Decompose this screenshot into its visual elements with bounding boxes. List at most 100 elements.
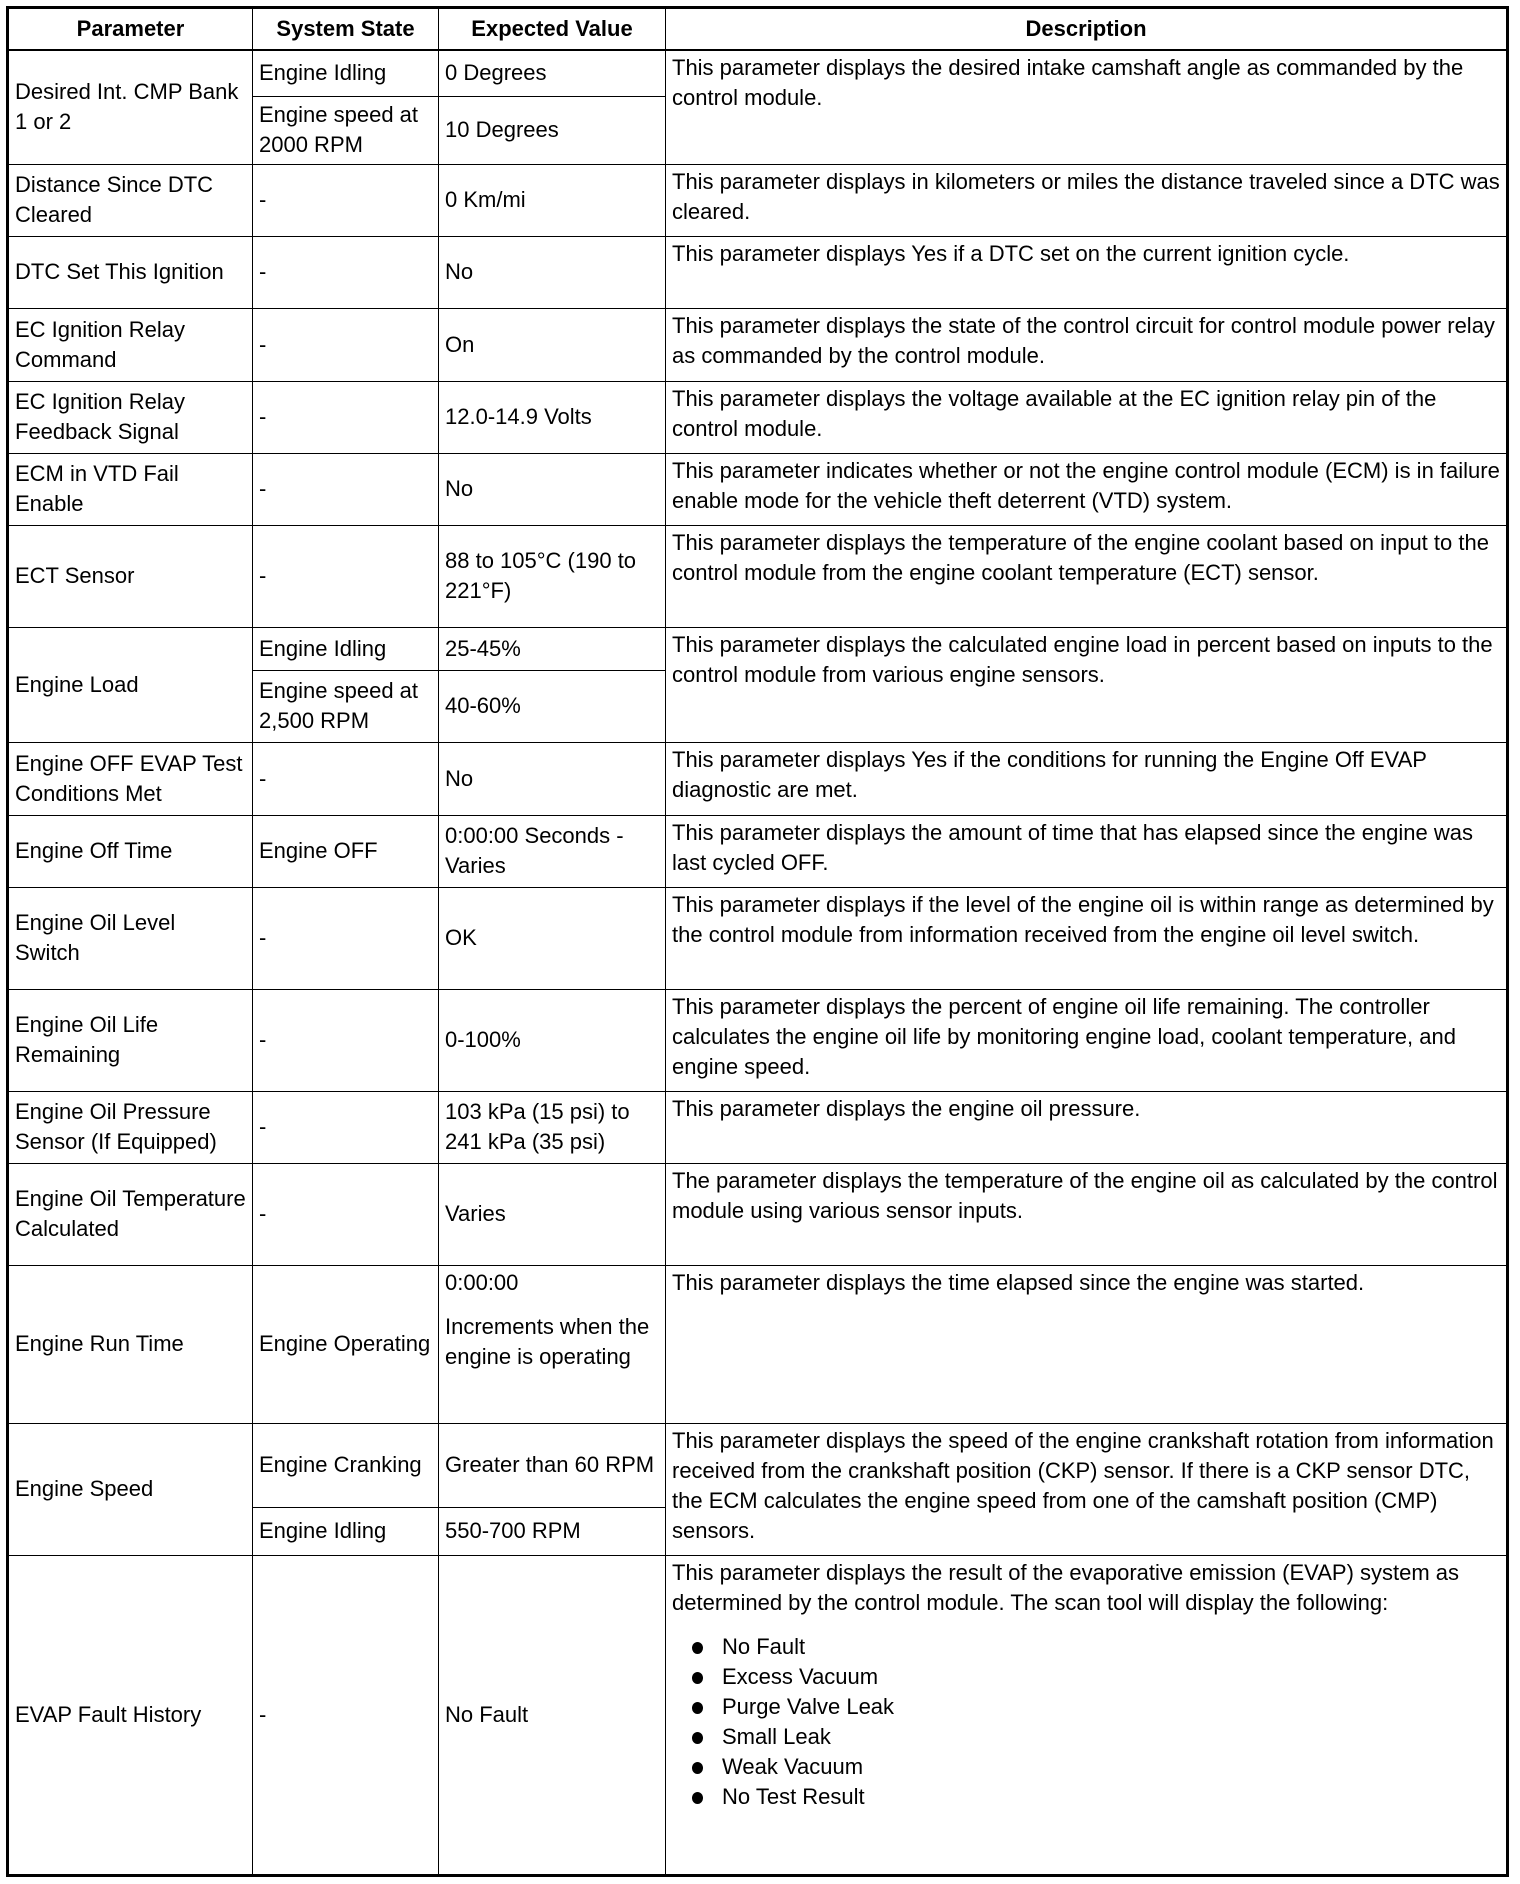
parameter-cell-text: Engine Oil Level Switch [15,910,176,965]
system-state-cell: - [252,1162,439,1266]
parameter-cell-text: Engine Speed [15,1476,154,1501]
parameter-cell-text: Engine Run Time [15,1331,184,1356]
system-state-cell-text: Engine Idling [259,60,387,86]
system-state-cell-text: - [259,259,267,284]
system-state-cell: Engine Idling [252,1506,439,1556]
description-cell-text: This parameter displays the percent of e… [672,993,1456,1079]
expected-value-cell-text: 0:00:00 Seconds - Varies [445,823,624,878]
expected-value-cell: 0 Degrees [438,49,666,97]
system-state-cell: - [252,307,439,382]
expected-value-cell-text: 103 kPa (15 psi) to 241 kPa (35 psi) [445,1099,630,1154]
table-row: Desired Int. CMP Bank 1 or 2 Engine Idlin… [7,49,1508,165]
expected-value-cell-text: 0-100% [445,1027,521,1052]
parameter-cell: Desired Int. CMP Bank 1 or 2 [7,49,253,165]
expected-value-cell-text: On [445,331,475,357]
description-cell-text: This parameter displays the engine oil p… [672,1095,1141,1121]
bullet-item: No Test Result [692,1782,1500,1812]
parameter-cell: Engine OFF EVAP Test Conditions Met [7,741,253,816]
parameter-cell-text: Engine Load [15,671,139,697]
table-row: Engine Oil Temperature Calculated - Varies… [7,1162,1508,1266]
expected-value-cell-text: No [445,476,474,501]
system-state-cell: - [252,886,439,990]
expected-value-cell-text: 88 to 105°C (190 to 221°F) [445,548,637,603]
expected-value-cell-text: OK [445,925,477,950]
description-cell: This parameter displays in kilometers or… [665,163,1508,237]
table-row: EVAP Fault History - No Fault This paramete… [7,1554,1508,1876]
parameter-cell-text: Distance Since DTC Cleared [15,172,214,227]
table-row: ECM in VTD Fail Enable - No This parameter … [7,452,1508,526]
description-cell: This parameter displays the state of the… [665,307,1508,382]
description-cell-text: This parameter displays the amount of ti… [672,819,1474,875]
expected-value-cell: No Fault [438,1554,666,1876]
table-row: ECT Sensor - 88 to 105°C (190 to 221°F) Thi… [7,524,1508,628]
system-state-cell-text: - [259,925,267,950]
expected-value-cell: No [438,741,666,816]
system-state-cell-text: Engine Idling [259,635,387,661]
expected-value-cell: No [438,452,666,526]
system-state-cell-text: - [259,563,267,588]
expected-value-cell-text: 12.0-14.9 Volts [445,404,592,429]
table-row: Distance Since DTC Cleared - 0 Km/mi This p… [7,163,1508,237]
expected-value-cell: 40-60% [438,669,666,743]
expected-value-cell: No [438,235,666,309]
expected-value-cell: 88 to 105°C (190 to 221°F) [438,524,666,628]
system-state-cell: - [252,163,439,237]
expected-value-note: Increments when the engine is operating [445,1313,650,1369]
description-cell: This parameter displays the desired inta… [665,49,1508,165]
description-cell-text: This parameter displays the speed of the… [672,1427,1494,1543]
expected-value-cell-text: No [445,765,474,791]
expected-value-cell-text: No [445,259,474,284]
parameter-cell: EC Ignition Relay Feedback Signal [7,380,253,454]
system-state-cell: - [252,741,439,816]
system-state-cell-text: Engine Cranking [259,1452,422,1477]
system-state-cell: - [252,988,439,1092]
expected-value-cell: Varies [438,1162,666,1266]
system-state-cell: Engine Idling [252,49,439,97]
system-state-cell: - [252,1554,439,1876]
parameter-cell: Engine Oil Life Remaining [7,988,253,1092]
description-cell: This parameter indicates whether or not … [665,452,1508,526]
table-row: Engine Idling 550-700 RPM [8,1506,1508,1556]
expected-value-cell: 0:00:00 Seconds - Varies [438,814,666,888]
description-cell-text: This parameter displays the time elapsed… [672,1269,1365,1295]
header-parameter: Parameter [7,7,253,51]
bullet-list: No Fault Excess Vacuum Purge Valve Leak Sma… [672,1632,1500,1812]
system-state-cell-text: - [259,187,267,212]
parameter-cell: Engine Run Time [7,1264,253,1424]
expected-value-cell: On [438,307,666,382]
description-cell: This parameter displays the result of th… [665,1554,1508,1876]
bullet-item: Small Leak [692,1722,1500,1752]
system-state-cell: Engine Cranking [252,1422,439,1508]
parameter-cell-text: ECM in VTD Fail Enable [15,461,179,516]
system-state-cell: Engine OFF [252,814,439,888]
table-row: EC Ignition Relay Feedback Signal - 12.0-1… [7,380,1508,454]
table-row: Engine speed at 2,500 RPM 40-60% [8,669,1508,743]
parameter-cell: Engine Load [7,626,253,743]
table-row: Engine Speed Engine Cranking Greater than … [7,1422,1508,1556]
description-cell: This parameter displays the time elapsed… [665,1264,1508,1424]
system-state-cell: - [252,452,439,526]
expected-value-cell-text: 40-60% [445,693,521,718]
expected-value-cell-text: 10 Degrees [445,117,559,142]
parameter-cell-text: Engine Oil Pressure Sensor (If Equipped) [15,1099,217,1154]
description-cell-text: This parameter displays the desired inta… [672,55,1464,110]
description-cell-text: This parameter displays the temperature … [672,529,1489,585]
description-cell: The parameter displays the temperature o… [665,1162,1508,1266]
expected-value-cell-text: No Fault [445,1701,529,1727]
expected-value-cell: 0-100% [438,988,666,1092]
expected-value-cell: 550-700 RPM [438,1506,666,1556]
system-state-cell: Engine Idling [252,626,439,671]
parameter-cell-text: Engine Oil Temperature Calculated [15,1186,246,1241]
expected-value-cell-text: Greater than 60 RPM [445,1452,655,1477]
description-cell-text: This parameter displays the voltage avai… [672,385,1437,441]
parameter-cell-text: Engine Oil Life Remaining [15,1012,159,1067]
description-cell-text: This parameter indicates whether or not … [672,457,1500,513]
description-cell-text: This parameter displays the calculated e… [672,631,1493,687]
expected-value-cell-text: 550-700 RPM [445,1518,581,1543]
system-state-cell-text: - [259,331,267,357]
parameter-cell-text: EVAP Fault History [15,1701,202,1727]
description-cell-text: This parameter displays the state of the… [672,312,1495,368]
expected-value-cell-text: 0 Degrees [445,60,547,86]
expected-value-cell: 0 Km/mi [438,163,666,237]
description-cell-text: This parameter displays the result of th… [672,1559,1460,1615]
